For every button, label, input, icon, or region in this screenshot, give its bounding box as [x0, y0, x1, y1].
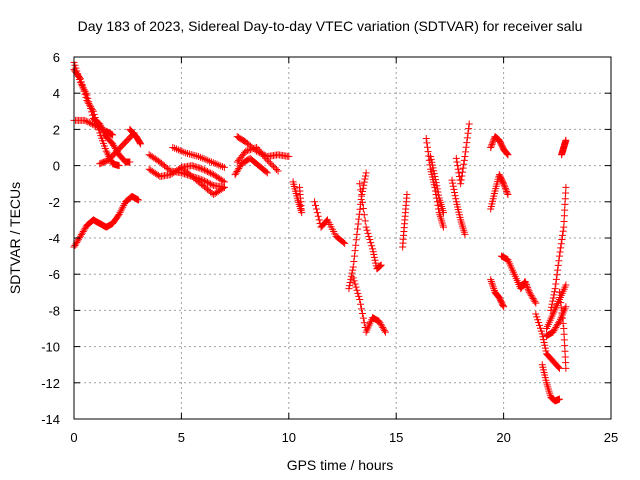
- y-axis-label: SDTVAR / TECUs: [7, 182, 23, 294]
- axis-ticks: 0 5 10 15 20 25 -14 -12 -10 -8 -6 -4 -2 0 2 4 6: [41, 50, 618, 445]
- series-track-ah: [558, 136, 570, 159]
- series-track-q: [349, 274, 389, 336]
- y-tick-label: -4: [48, 231, 60, 246]
- plus-markers: [448, 176, 469, 238]
- plus-markers: [177, 163, 228, 199]
- plus-markers: [231, 154, 271, 179]
- series-track-x: [487, 133, 512, 159]
- y-tick-label: 2: [53, 122, 60, 137]
- plus-markers: [497, 252, 540, 307]
- series-track-l: [233, 144, 282, 175]
- y-tick-label: 6: [53, 50, 60, 65]
- plus-markers: [532, 310, 563, 372]
- y-tick-label: -14: [41, 412, 60, 427]
- series-track-n: [289, 178, 306, 217]
- y-tick-label: -6: [48, 267, 60, 282]
- grid-lines: [74, 57, 611, 419]
- plus-markers: [555, 288, 570, 372]
- series-track-j: [177, 163, 228, 199]
- series-track-m: [231, 154, 271, 179]
- series-track-v: [448, 176, 469, 238]
- series-track-u: [427, 153, 447, 217]
- plus-markers: [558, 136, 570, 159]
- plus-markers: [345, 169, 370, 293]
- y-tick-label: -8: [48, 303, 60, 318]
- series-track-ad: [543, 281, 570, 332]
- plus-markers: [538, 361, 563, 405]
- series-track-r: [356, 180, 385, 273]
- plus-markers: [427, 153, 447, 217]
- series-track-ac: [538, 361, 563, 405]
- series-track-ab: [532, 310, 563, 372]
- series-track-aa: [497, 252, 540, 307]
- plus-markers: [169, 144, 228, 171]
- plus-markers: [487, 171, 512, 213]
- x-tick-label: 0: [70, 430, 77, 445]
- plus-markers: [547, 183, 570, 314]
- x-tick-label: 20: [496, 430, 510, 445]
- plus-markers: [356, 180, 385, 273]
- x-tick-label: 15: [389, 430, 403, 445]
- plus-markers: [126, 125, 145, 148]
- plus-markers: [399, 191, 411, 251]
- series-track-y: [487, 171, 512, 213]
- series-track-i: [169, 144, 228, 171]
- chart-title: Day 183 of 2023, Sidereal Day-to-day VTE…: [78, 18, 583, 34]
- y-tick-label: -2: [48, 195, 60, 210]
- plus-markers: [349, 274, 389, 336]
- plus-markers: [70, 192, 142, 251]
- plus-markers: [233, 144, 282, 175]
- series-track-e: [70, 192, 142, 251]
- series-track-o: [311, 198, 349, 247]
- data-markers: [70, 58, 570, 405]
- series-track-s: [399, 191, 411, 251]
- x-tick-label: 5: [178, 430, 185, 445]
- plus-markers: [487, 276, 508, 311]
- series-track-af: [547, 183, 570, 314]
- x-tick-label: 25: [604, 430, 618, 445]
- plus-markers: [543, 281, 570, 332]
- series-track-w: [452, 120, 473, 188]
- y-tick-label: -10: [41, 340, 60, 355]
- y-tick-label: 0: [53, 159, 60, 174]
- y-tick-label: -12: [41, 376, 60, 391]
- plus-markers: [311, 198, 349, 247]
- x-tick-label: 10: [282, 430, 296, 445]
- series-track-p: [345, 169, 370, 293]
- series-track-f: [126, 125, 145, 148]
- series-track-d: [96, 129, 138, 168]
- x-axis-label: GPS time / hours: [287, 457, 394, 473]
- series-track-ag: [555, 288, 570, 372]
- series-track-z: [487, 276, 508, 311]
- plus-markers: [487, 133, 512, 159]
- plus-markers: [96, 129, 138, 168]
- plus-markers: [289, 178, 306, 217]
- plus-markers: [452, 120, 473, 188]
- y-tick-label: 4: [53, 86, 60, 101]
